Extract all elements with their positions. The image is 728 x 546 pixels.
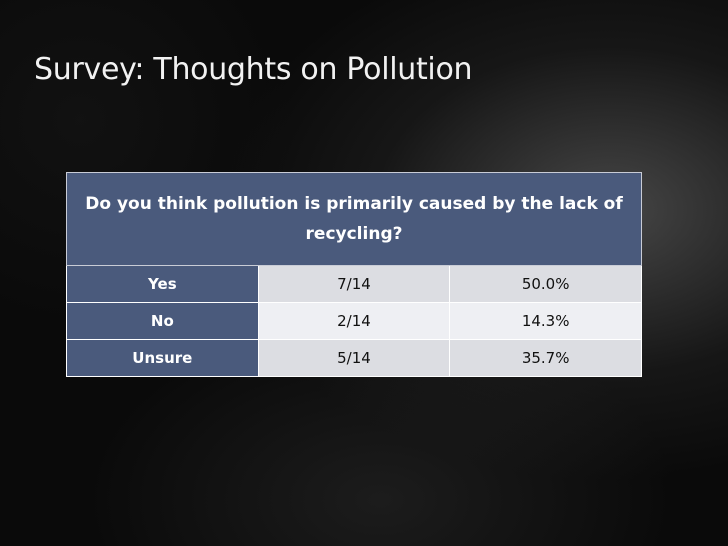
table-row: No 2/14 14.3% xyxy=(66,302,642,340)
answer-percent: 50.0% xyxy=(449,265,642,303)
answer-label: No xyxy=(66,302,259,340)
answer-percent: 14.3% xyxy=(449,302,642,340)
answer-label: Yes xyxy=(66,265,259,303)
answer-count: 7/14 xyxy=(257,265,451,303)
slide-title: Survey: Thoughts on Pollution xyxy=(34,52,473,87)
answer-count: 5/14 xyxy=(257,339,451,377)
table-row: Unsure 5/14 35.7% xyxy=(66,339,642,377)
table-header-row: Do you think pollution is primarily caus… xyxy=(66,172,642,266)
survey-question: Do you think pollution is primarily caus… xyxy=(66,172,642,266)
answer-count: 2/14 xyxy=(257,302,451,340)
table-row: Yes 7/14 50.0% xyxy=(66,265,642,303)
answer-label: Unsure xyxy=(66,339,259,377)
survey-table: Do you think pollution is primarily caus… xyxy=(66,172,642,377)
answer-percent: 35.7% xyxy=(449,339,642,377)
